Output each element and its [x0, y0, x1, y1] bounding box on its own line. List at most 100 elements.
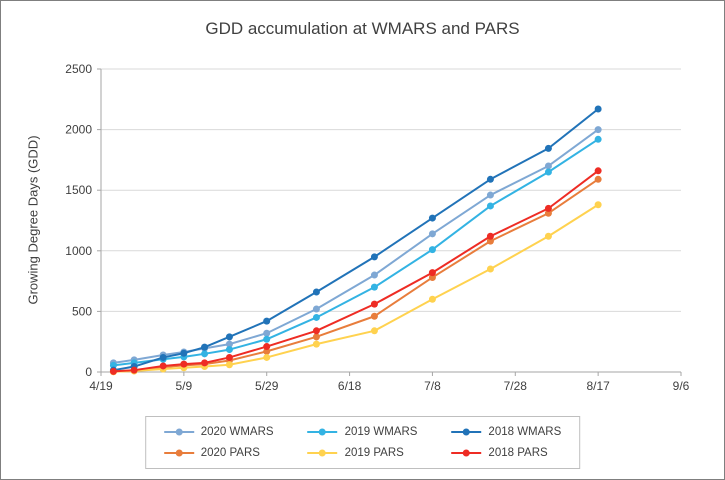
x-tick-label: 5/9 — [176, 379, 193, 393]
legend-item[interactable]: 2019 PARS — [307, 447, 418, 459]
series-marker — [428, 269, 436, 277]
series-marker — [225, 353, 233, 361]
series-marker — [428, 295, 436, 303]
legend-item[interactable]: 2020 WMARS — [163, 426, 274, 438]
series-marker — [594, 175, 602, 183]
legend-label: 2018 PARS — [488, 447, 548, 459]
legend-marker-dot — [462, 449, 470, 457]
series-marker — [370, 283, 378, 291]
legend-item[interactable]: 2019 WMARS — [307, 426, 418, 438]
x-tick-label: 5/29 — [255, 379, 279, 393]
series-marker — [263, 343, 271, 351]
chart-title: GDD accumulation at WMARS and PARS — [205, 19, 520, 38]
series-marker — [225, 361, 233, 369]
legend-marker-line — [307, 449, 338, 457]
x-tick-label: 6/18 — [338, 379, 362, 393]
series-marker — [130, 366, 138, 374]
series-marker — [544, 162, 552, 170]
series-marker — [428, 246, 436, 254]
series-marker — [225, 333, 233, 341]
legend-label: 2020 WMARS — [200, 426, 274, 438]
series-marker — [180, 349, 188, 357]
legend-label: 2019 PARS — [344, 447, 404, 459]
x-tick-label: 8/17 — [586, 379, 610, 393]
series-marker — [312, 340, 320, 348]
y-tick-label: 2500 — [65, 62, 92, 76]
series-marker — [263, 335, 271, 343]
series-marker — [370, 327, 378, 335]
x-tick-label: 7/28 — [504, 379, 528, 393]
legend-label: 2018 WMARS — [488, 426, 562, 438]
legend-marker-dot — [462, 428, 470, 436]
series-marker — [486, 191, 494, 199]
x-tick-label: 4/19 — [89, 379, 113, 393]
series-marker — [594, 167, 602, 175]
legend-label: 2020 PARS — [200, 447, 260, 459]
legend-marker-dot — [319, 428, 327, 436]
series-marker — [312, 305, 320, 313]
series-marker — [180, 360, 188, 368]
legend-marker-line — [307, 428, 338, 436]
series-line — [112, 169, 600, 373]
series-marker — [594, 126, 602, 134]
series-marker — [486, 232, 494, 240]
series-line — [112, 107, 600, 372]
series-marker — [544, 209, 552, 217]
series-marker — [225, 346, 233, 354]
series-line — [112, 203, 600, 373]
series-marker — [201, 359, 209, 367]
legend-item[interactable]: 2018 WMARS — [451, 426, 561, 438]
x-tick-label: 9/6 — [673, 379, 690, 393]
series-marker — [263, 317, 271, 325]
series-marker — [263, 353, 271, 361]
series-marker — [159, 353, 167, 361]
legend-label: 2019 WMARS — [344, 426, 418, 438]
legend-marker-line — [451, 449, 482, 457]
y-tick-label: 1500 — [65, 183, 92, 197]
series-marker — [312, 288, 320, 296]
y-tick-label: 0 — [85, 365, 92, 379]
series-marker — [544, 204, 552, 212]
series-marker — [201, 343, 209, 351]
series-marker — [594, 105, 602, 113]
series-marker — [594, 201, 602, 209]
series-marker — [370, 271, 378, 279]
series-marker — [109, 361, 117, 369]
series-marker — [544, 144, 552, 152]
legend-marker-dot — [319, 449, 327, 457]
series-marker — [370, 253, 378, 261]
y-tick-label: 1000 — [65, 244, 92, 258]
series-marker — [594, 135, 602, 143]
series-marker — [544, 232, 552, 240]
legend-marker-dot — [175, 428, 183, 436]
series-marker — [486, 237, 494, 245]
series-marker — [263, 347, 271, 355]
legend-item[interactable]: 2018 PARS — [451, 447, 561, 459]
series-line — [112, 178, 600, 373]
legend-item[interactable]: 2020 PARS — [163, 447, 274, 459]
legend: 2020 WMARS 2019 WMARS 2018 WMARS 2020 PARS 2… — [144, 416, 581, 469]
series-line — [112, 138, 600, 367]
x-tick-label: 7/8 — [424, 379, 441, 393]
series-marker — [201, 350, 209, 358]
legend-marker-dot — [175, 449, 183, 457]
series-marker — [544, 168, 552, 176]
series-marker — [486, 175, 494, 183]
series-marker — [428, 230, 436, 238]
series-marker — [370, 300, 378, 308]
series-marker — [312, 327, 320, 335]
legend-marker-line — [163, 449, 194, 457]
legend-marker-line — [163, 428, 194, 436]
y-tick-label: 500 — [72, 304, 92, 318]
legend-marker-line — [451, 428, 482, 436]
series-line — [112, 128, 600, 364]
series-marker — [263, 329, 271, 337]
series-marker — [225, 340, 233, 348]
series-marker — [312, 333, 320, 341]
series-marker — [370, 312, 378, 320]
series-marker — [486, 265, 494, 273]
series-marker — [428, 273, 436, 281]
series-marker — [486, 202, 494, 210]
